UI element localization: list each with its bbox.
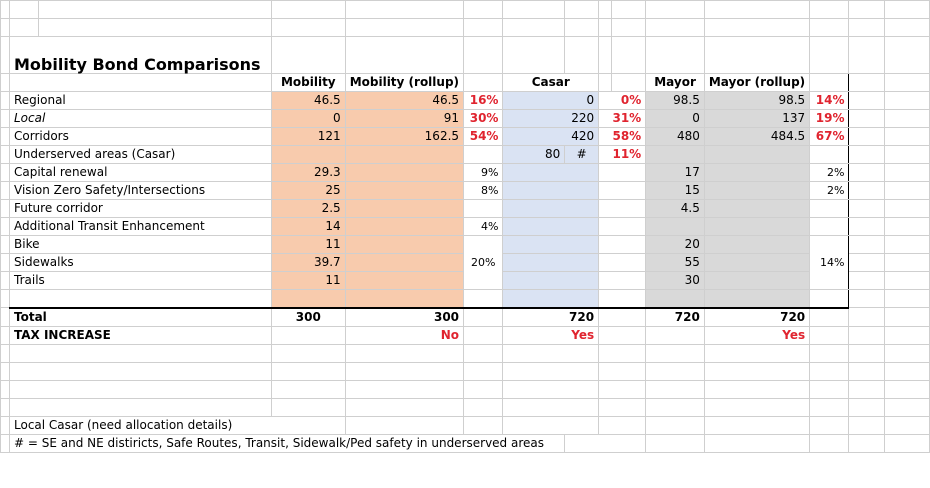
cell-mobility: 39.7 <box>270 253 346 272</box>
total-casar: 720 <box>502 306 600 327</box>
cell-casar-pct: 31% <box>598 109 647 128</box>
total-mayor: 720 <box>645 306 705 327</box>
row-label-regional: Regional <box>9 91 272 110</box>
cell-mobility: 0 <box>270 109 346 128</box>
cell-mobility: 29.3 <box>270 163 346 182</box>
cell-mayor: 20 <box>645 235 705 254</box>
cell-mayor-pct: 2% <box>809 163 850 182</box>
cell-mayor-pct: 14% <box>809 235 850 290</box>
row-label-underserved: Underserved areas (Casar) <box>9 145 272 164</box>
cell-mobility-rollup: 46.5 <box>344 91 465 110</box>
spreadsheet-grid: Mobility Bond Comparisons Mobility Mobil… <box>0 0 930 453</box>
total-mobility-rollup: 300 <box>344 306 465 327</box>
cell-mobility-pct: 16% <box>463 91 504 110</box>
cell-mobility: 46.5 <box>270 91 346 110</box>
cell-casar: 220 <box>502 109 600 128</box>
cell-mayor: 55 <box>645 253 705 272</box>
cell-mobility: 121 <box>270 127 346 146</box>
cell-mayor: 0 <box>645 109 705 128</box>
row-label-corridors: Corridors <box>9 127 272 146</box>
header-mobility: Mobility <box>270 73 346 92</box>
tax-mayor-rollup: Yes <box>703 325 811 345</box>
cell-mobility-pct: 8% <box>463 181 504 200</box>
cell-mobility: 2.5 <box>270 199 346 218</box>
row-label-total: Total <box>9 306 272 327</box>
cell-mayor-pct: 67% <box>809 127 850 146</box>
cell-mayor: 98.5 <box>645 91 705 110</box>
row-label-transit: Additional Transit Enhancement <box>9 217 272 236</box>
cell-casar-pct: 11% <box>598 145 647 164</box>
cell-mobility: 11 <box>270 235 346 254</box>
row-label-capital-renewal: Capital renewal <box>9 163 272 182</box>
cell-mobility: 11 <box>270 271 346 290</box>
cell-mayor-pct: 2% <box>809 181 850 200</box>
cell-casar-pct: 0% <box>598 91 647 110</box>
row-label-trails: Trails <box>9 271 272 290</box>
total-mayor-rollup: 720 <box>703 306 811 327</box>
cell-mobility-pct: 54% <box>463 127 504 146</box>
cell-mobility: 25 <box>270 181 346 200</box>
cell-mayor: 30 <box>645 271 705 290</box>
cell-mayor: 480 <box>645 127 705 146</box>
cell-mobility-pct: 4% <box>463 217 504 236</box>
note-local-casar: Local Casar (need allocation details) <box>9 415 346 435</box>
tax-mobility-rollup: No <box>344 325 465 345</box>
cell-casar: 0 <box>502 91 600 110</box>
cell-mayor: 4.5 <box>645 199 705 218</box>
cell-mobility-pct: 20% <box>463 235 504 290</box>
cell-casar: 80 <box>502 145 566 164</box>
row-label-sidewalks: Sidewalks <box>9 253 272 272</box>
sheet-title: Mobility Bond Comparisons <box>9 36 272 74</box>
cell-mobility-rollup: 162.5 <box>344 127 465 146</box>
cell-mayor-rollup: 98.5 <box>703 91 811 110</box>
cell-mayor-pct: 14% <box>809 91 850 110</box>
cell-casar-pct: 58% <box>598 127 647 146</box>
cell-mobility-pct: 30% <box>463 109 504 128</box>
row-label-local: Local <box>9 109 272 128</box>
cell-casar: 420 <box>502 127 600 146</box>
row-label-bike: Bike <box>9 235 272 254</box>
cell-mayor-rollup: 137 <box>703 109 811 128</box>
cell-mobility-pct: 9% <box>463 163 504 182</box>
row-label-future-corridor: Future corridor <box>9 199 272 218</box>
cell-mobility: 14 <box>270 217 346 236</box>
cell-mayor: 15 <box>645 181 705 200</box>
header-mobility-rollup: Mobility (rollup) <box>344 73 465 92</box>
header-mayor-rollup: Mayor (rollup) <box>703 73 811 92</box>
tax-casar: Yes <box>502 325 600 345</box>
cell-mayor-rollup: 484.5 <box>703 127 811 146</box>
header-mayor: Mayor <box>645 73 705 92</box>
row-label-tax-increase: TAX INCREASE <box>9 325 272 345</box>
cell-mobility-rollup: 91 <box>344 109 465 128</box>
cell-mayor-pct: 19% <box>809 109 850 128</box>
total-mobility: 300 <box>270 306 346 327</box>
cell-casar-hash: # <box>564 145 600 164</box>
header-casar: Casar <box>502 73 600 92</box>
cell-mayor: 17 <box>645 163 705 182</box>
row-label-vision-zero: Vision Zero Safety/Intersections <box>9 181 272 200</box>
note-hash-definition: # = SE and NE distiricts, Safe Routes, T… <box>8 433 566 453</box>
